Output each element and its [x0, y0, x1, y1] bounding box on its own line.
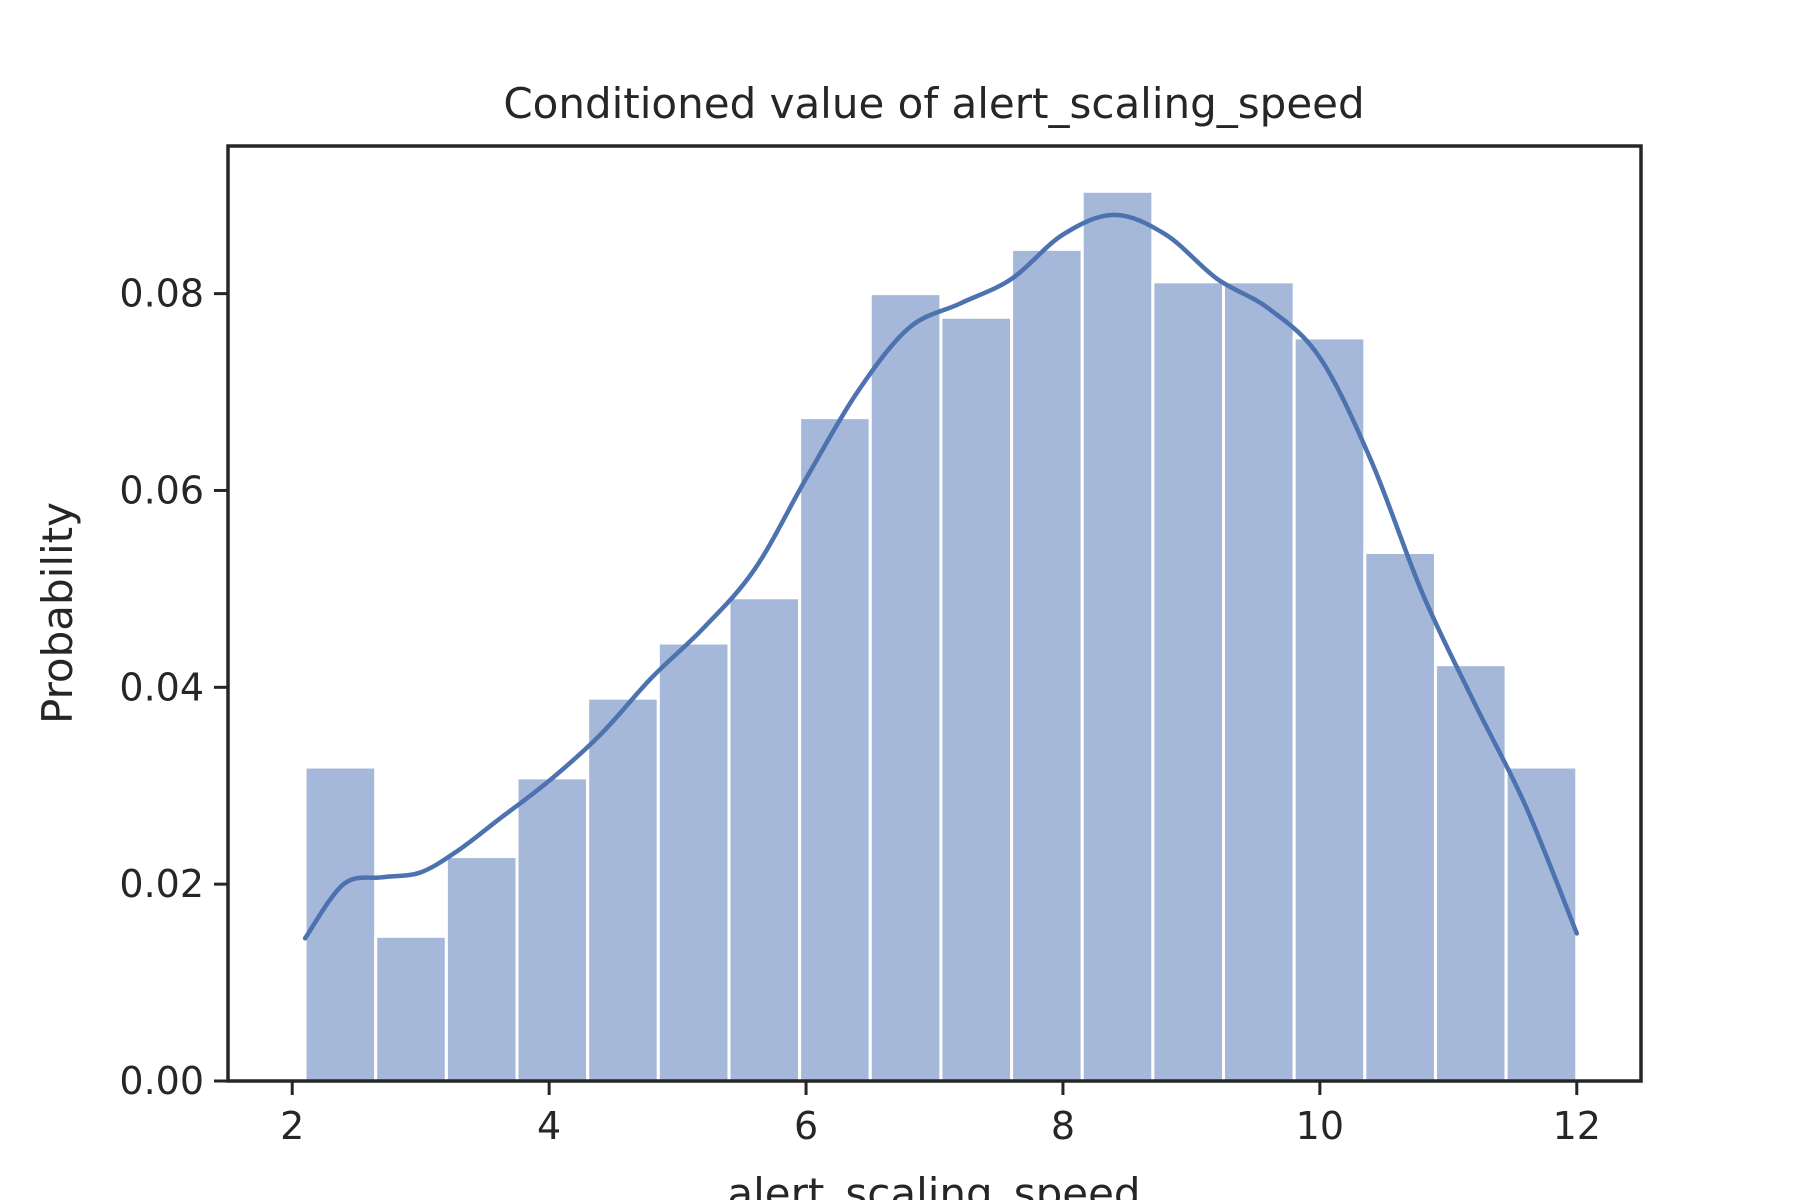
- plot-frame: [226, 144, 1643, 1083]
- histogram-bar: [868, 292, 943, 1083]
- y-axis-ticks: 0.00 0.02 0.04 0.06 0.08: [119, 272, 228, 1103]
- x-tick-label: 6: [794, 1104, 818, 1148]
- histogram-bar: [1222, 280, 1296, 1083]
- histogram-bar: [1080, 189, 1155, 1083]
- x-tick-label: 2: [280, 1104, 304, 1148]
- y-axis-label: Probability: [33, 502, 82, 724]
- histogram-bar: [374, 934, 448, 1083]
- histogram-bar: [727, 596, 802, 1083]
- histogram-bar: [656, 641, 731, 1083]
- kde-curve: [302, 212, 1580, 941]
- histogram-bar: [1433, 663, 1508, 1083]
- x-tick-label: 8: [1051, 1104, 1075, 1148]
- x-axis-ticks: 2 4 6 8 10 12: [280, 1081, 1601, 1148]
- x-tick-label: 12: [1553, 1104, 1601, 1148]
- histogram-bar: [1010, 247, 1084, 1083]
- histogram-bars: [303, 189, 1579, 1083]
- y-tick-label: 0.02: [119, 862, 204, 906]
- y-tick-label: 0.04: [119, 665, 204, 709]
- x-tick-label: 4: [537, 1104, 561, 1148]
- histogram-bar: [1292, 336, 1367, 1083]
- histogram-bar: [303, 765, 378, 1083]
- histogram-bar: [586, 696, 660, 1083]
- histogram-bar: [1151, 280, 1226, 1083]
- y-tick-label: 0.06: [119, 468, 204, 512]
- histogram-bar: [798, 416, 872, 1083]
- histogram-bar: [939, 315, 1014, 1083]
- chart-title: Conditioned value of alert_scaling_speed: [503, 79, 1364, 128]
- histogram-bar: [1504, 765, 1579, 1083]
- y-tick-label: 0.00: [119, 1059, 204, 1103]
- histogram-bar: [1363, 550, 1437, 1083]
- x-axis-label: alert_scaling_speed: [727, 1169, 1140, 1200]
- x-tick-label: 10: [1296, 1104, 1344, 1148]
- histogram-bar: [515, 776, 590, 1083]
- histogram-bar: [444, 855, 519, 1083]
- y-tick-label: 0.08: [119, 272, 204, 316]
